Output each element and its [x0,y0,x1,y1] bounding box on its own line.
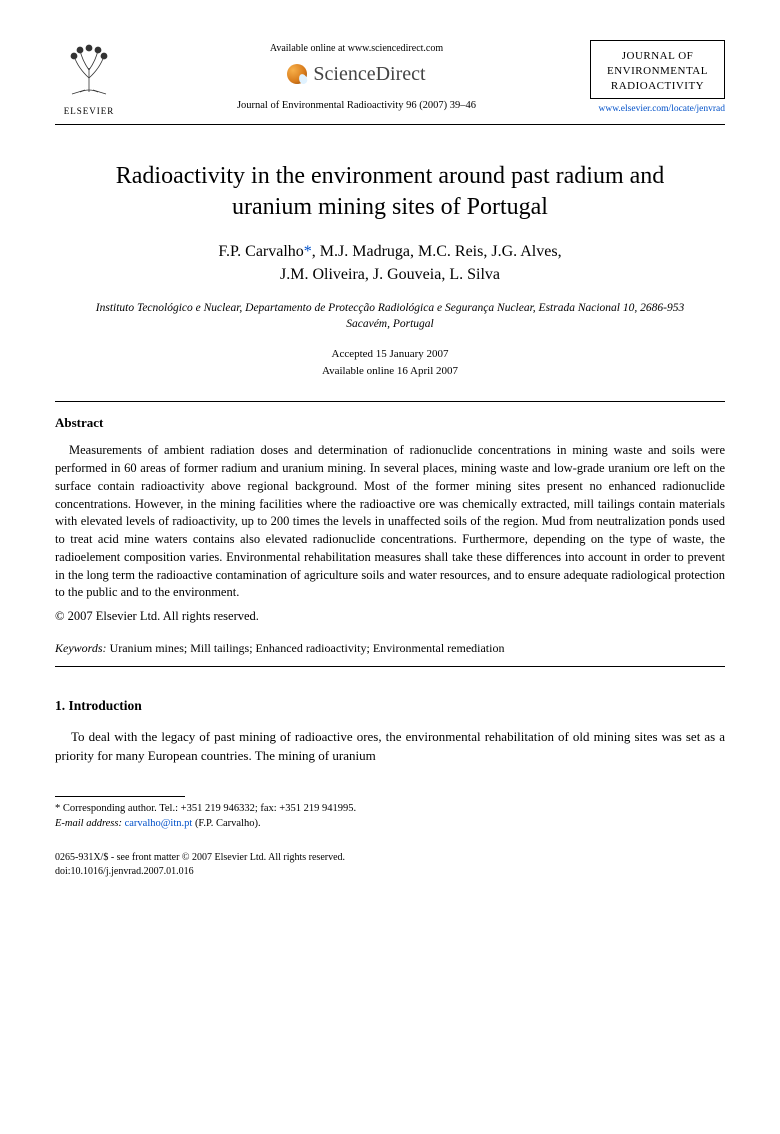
email-label: E-mail address: [55,818,122,829]
email-line: E-mail address: carvalho@itn.pt (F.P. Ca… [55,816,725,831]
journal-reference: Journal of Environmental Radioactivity 9… [123,99,590,114]
header-rule [55,124,725,125]
journal-title-box: JOURNAL OF ENVIRONMENTAL RADIOACTIVITY [590,40,725,99]
journal-box-line3: RADIOACTIVITY [595,79,720,94]
elsevier-tree-icon [60,40,118,98]
keywords-values: Uranium mines; Mill tailings; Enhanced r… [110,641,505,655]
footnote-block: * Corresponding author. Tel.: +351 219 9… [55,801,725,831]
dates-block: Accepted 15 January 2007 Available onlin… [55,346,725,379]
sciencedirect-ball-icon [287,64,307,84]
corresponding-star-icon[interactable]: * [304,243,312,260]
elsevier-label: ELSEVIER [55,105,123,118]
journal-box-line2: ENVIRONMENTAL [595,64,720,79]
article-title: Radioactivity in the environment around … [85,161,695,223]
center-header: Available online at www.sciencedirect.co… [123,40,590,114]
sciencedirect-text: ScienceDirect [313,60,425,88]
copyright-line: © 2007 Elsevier Ltd. All rights reserved… [55,608,725,626]
elsevier-logo-block: ELSEVIER [55,40,123,118]
authors-line2: J.M. Oliveira, J. Gouveia, L. Silva [280,266,500,283]
corresponding-email-link[interactable]: carvalho@itn.pt [125,818,193,829]
journal-homepage-link[interactable]: www.elsevier.com/locate/jenvrad [590,103,725,116]
keywords-label: Keywords: [55,641,107,655]
sciencedirect-logo: ScienceDirect [287,60,425,88]
footnote-rule [55,796,185,797]
authors-block: F.P. Carvalho*, M.J. Madruga, M.C. Reis,… [55,241,725,286]
keywords-rule [55,666,725,667]
authors-line1: F.P. Carvalho*, M.J. Madruga, M.C. Reis,… [218,243,561,260]
affiliation: Instituto Tecnológico e Nuclear, Departa… [95,300,685,332]
keywords-line: Keywords: Uranium mines; Mill tailings; … [55,640,725,657]
header-row: ELSEVIER Available online at www.science… [55,40,725,118]
abstract-top-rule [55,401,725,402]
online-date: Available online 16 April 2007 [322,365,458,377]
footer-issn: 0265-931X/$ - see front matter © 2007 El… [55,851,725,865]
introduction-heading: 1. Introduction [55,697,725,716]
abstract-text: Measurements of ambient radiation doses … [55,442,725,602]
abstract-heading: Abstract [55,414,725,432]
corresponding-author-note: * Corresponding author. Tel.: +351 219 9… [55,801,725,816]
email-attribution: (F.P. Carvalho). [195,818,261,829]
accepted-date: Accepted 15 January 2007 [332,348,449,360]
footer-doi: doi:10.1016/j.jenvrad.2007.01.016 [55,865,725,879]
journal-box-wrap: JOURNAL OF ENVIRONMENTAL RADIOACTIVITY w… [590,40,725,116]
introduction-paragraph: To deal with the legacy of past mining o… [55,728,725,766]
abstract-body: Measurements of ambient radiation doses … [55,442,725,602]
journal-box-line1: JOURNAL OF [595,49,720,64]
available-online-text: Available online at www.sciencedirect.co… [123,42,590,56]
